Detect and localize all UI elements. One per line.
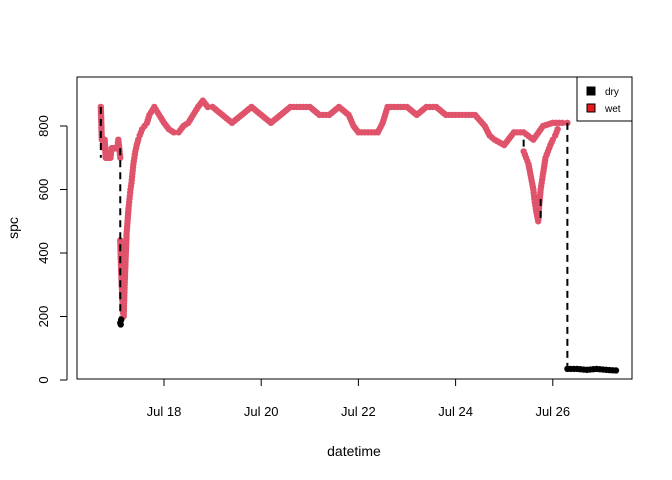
x-tick-label: Jul 26 (535, 404, 570, 419)
y-tick-label: 0 (36, 376, 51, 383)
points-layer (97, 97, 620, 374)
x-tick-label: Jul 22 (341, 404, 376, 419)
x-tick-label: Jul 24 (438, 404, 473, 419)
y-tick-label: 600 (36, 179, 51, 201)
x-axis-title: datetime (327, 443, 381, 459)
dry-point (612, 367, 620, 374)
wet-point (204, 103, 211, 111)
y-axis: 0 200 400 600 800 (36, 115, 68, 384)
x-tick-label: Jul 20 (244, 404, 279, 419)
y-tick-label: 800 (36, 115, 51, 137)
legend-box (576, 76, 633, 122)
legend-swatch-wet (586, 103, 596, 113)
y-axis-title: spc (5, 217, 21, 239)
wet-point (554, 125, 561, 133)
y-tick-label: 200 (36, 306, 51, 328)
wet-point (170, 129, 177, 136)
dashed-gap-lines (99, 106, 569, 369)
x-axis: Jul 18 Jul 20 Jul 22 Jul 24 Jul 26 (147, 378, 570, 419)
wet-point (117, 154, 124, 161)
legend-label-wet: wet (604, 104, 621, 115)
y-tick-label: 400 (36, 242, 51, 264)
legend: dry wet (576, 76, 633, 122)
dry-point (117, 321, 124, 328)
legend-label-dry: dry (605, 87, 619, 98)
wet-point (559, 119, 566, 127)
legend-swatch-dry (586, 86, 596, 96)
x-tick-label: Jul 18 (147, 404, 182, 419)
